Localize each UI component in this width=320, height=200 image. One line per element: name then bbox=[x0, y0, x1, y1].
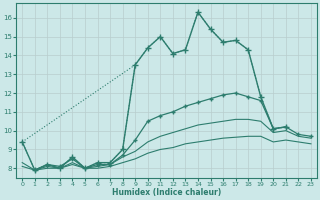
X-axis label: Humidex (Indice chaleur): Humidex (Indice chaleur) bbox=[112, 188, 221, 197]
